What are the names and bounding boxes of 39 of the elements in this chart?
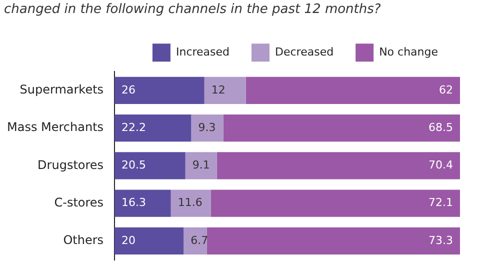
- bar: [114, 227, 184, 255]
- data-label: 16.3: [122, 196, 146, 210]
- data-label: 26: [122, 83, 136, 96]
- bar: [114, 76, 204, 104]
- bar: [114, 114, 192, 142]
- data-label: 6.7: [190, 234, 208, 247]
- data-label: 9.1: [192, 158, 210, 172]
- bar: [206, 227, 460, 255]
- legend-label: Decreased: [275, 45, 334, 58]
- bar: [216, 152, 460, 180]
- data-label: 11.6: [178, 196, 202, 210]
- bar: [246, 76, 460, 104]
- bar: [114, 190, 171, 217]
- data-label: 20: [122, 234, 136, 247]
- data-label: 22.2: [122, 120, 146, 134]
- legend-label: No change: [379, 45, 438, 58]
- data-label: 12: [211, 83, 226, 96]
- bar: [114, 152, 186, 180]
- data-label: 62: [439, 83, 453, 96]
- y-tick-label: Drugstores: [38, 158, 104, 172]
- bar: [191, 114, 224, 142]
- bar: [170, 190, 211, 217]
- y-tick-label: C-stores: [54, 195, 104, 210]
- bar: [210, 190, 460, 217]
- y-tick-label: Others: [63, 233, 104, 248]
- bar: [204, 76, 246, 104]
- y-tick-label: Mass Merchants: [6, 120, 104, 134]
- bar: [185, 152, 217, 180]
- bar: [223, 114, 460, 142]
- data-label: 68.5: [428, 120, 453, 134]
- y-tick-label: Supermarkets: [20, 82, 104, 97]
- data-label: 72.1: [428, 196, 453, 210]
- bar: [184, 227, 207, 255]
- data-label: 70.4: [428, 158, 453, 172]
- legend-label: Increased: [176, 45, 230, 58]
- data-label: 73.3: [428, 234, 453, 247]
- chart-title: changed in the following channels in the past 12 months?: [4, 2, 381, 18]
- data-label: 9.3: [198, 120, 216, 134]
- data-label: 20.5: [122, 158, 146, 172]
